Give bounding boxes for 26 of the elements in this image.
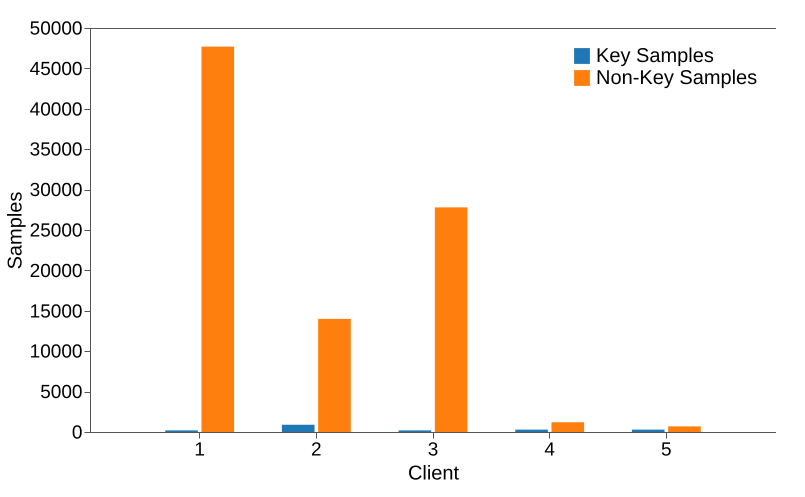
- x-tick-label: 4: [544, 440, 556, 460]
- y-tick-label: 30000: [30, 180, 82, 202]
- bar: [201, 46, 234, 432]
- y-tick-label: 40000: [30, 99, 82, 120]
- x-axis-title: Client: [408, 462, 460, 484]
- legend-label: Key Samples: [596, 45, 714, 67]
- y-tick-label: 20000: [30, 260, 82, 282]
- y-tick-label: 35000: [30, 140, 82, 161]
- x-tick-label: 2: [311, 440, 322, 460]
- y-tick-label: 0: [72, 422, 82, 444]
- y-tick-label: 25000: [30, 220, 82, 242]
- bar: [318, 318, 351, 432]
- x-tick-label: 1: [194, 440, 205, 460]
- y-tick-label: 10000: [30, 342, 82, 363]
- legend-label: Non-Key Samples: [596, 67, 758, 89]
- y-axis-title: Samples: [4, 192, 27, 270]
- bar: [434, 207, 468, 432]
- bar: [551, 422, 584, 432]
- y-tick-label: 15000: [30, 301, 82, 322]
- x-tick-label: 3: [428, 440, 438, 460]
- bar: [668, 426, 701, 432]
- bar: [282, 424, 315, 432]
- y-tick-label: 5000: [40, 382, 82, 404]
- y-tick-label: 50000: [30, 18, 82, 40]
- x-tick-label: 5: [661, 440, 672, 460]
- y-tick-label: 45000: [30, 58, 82, 80]
